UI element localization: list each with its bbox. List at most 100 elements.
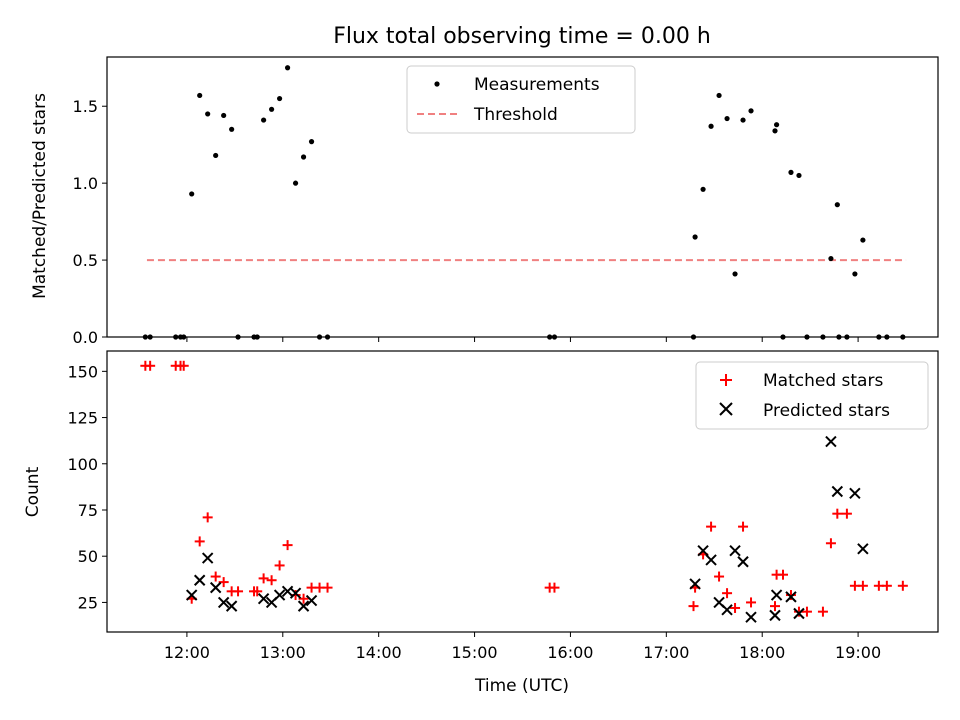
predicted-star-point xyxy=(185,589,198,601)
matched-star-point xyxy=(738,521,749,532)
top-legend: Measurements Threshold xyxy=(406,65,636,134)
bottom-axes-frame xyxy=(106,350,939,633)
y-tick-label: 75 xyxy=(78,501,98,520)
x-tick-label: 14:00 xyxy=(356,643,402,662)
predicted-star-point xyxy=(201,552,214,564)
measurement-point xyxy=(284,65,291,71)
matched-star-point xyxy=(258,573,269,584)
y-tick-label: 150 xyxy=(67,362,98,381)
matched-star-point xyxy=(252,586,263,597)
predicted-star-point xyxy=(273,589,286,601)
y-tick-label: 0.5 xyxy=(73,251,98,270)
measurement-point xyxy=(692,234,698,240)
y-tick-label: 50 xyxy=(78,547,98,566)
predicted-star-point xyxy=(831,485,844,498)
matched-star-point xyxy=(746,597,757,608)
predicted-star-point xyxy=(289,587,302,599)
measurement-point xyxy=(205,111,211,117)
predicted-star-point xyxy=(697,544,709,557)
matched-star-point xyxy=(282,540,293,551)
measurement-point xyxy=(189,191,195,197)
measurement-point xyxy=(308,139,315,145)
bottom-legend: Matched stars Predicted stars xyxy=(695,361,929,430)
matched-star-point xyxy=(178,360,189,371)
bottom-axes: Count Time (UTC) 25 50 75 100 125 150 12:00 13:… xyxy=(23,350,939,696)
predicted-star-point xyxy=(770,589,783,601)
matched-star-point xyxy=(832,508,843,519)
measurement-point xyxy=(828,255,834,262)
x-tick-label: 12:00 xyxy=(164,643,210,662)
matched-star-point xyxy=(688,601,699,612)
predicted-star-point xyxy=(209,581,222,594)
measurement-point xyxy=(292,180,299,186)
measurement-point xyxy=(860,237,866,243)
matched-star-point xyxy=(549,582,560,593)
predicted-star-point xyxy=(305,594,318,607)
measurement-point xyxy=(852,271,858,277)
measurement-point xyxy=(834,202,840,208)
matched-star-point xyxy=(801,606,812,617)
matched-star-point xyxy=(897,580,908,591)
predicted-star-point xyxy=(857,543,869,555)
measurement-point xyxy=(197,92,203,99)
matched-star-point xyxy=(722,588,733,599)
matched-star-point xyxy=(714,571,725,582)
predicted-star-point xyxy=(785,591,797,603)
measurement-point xyxy=(732,271,738,277)
x-tick-label: 18:00 xyxy=(739,643,785,662)
matched-star-point xyxy=(817,606,828,617)
matched-star-point xyxy=(857,580,868,591)
top-axes-frame xyxy=(106,56,939,338)
measurement-point xyxy=(740,117,746,123)
measurement-point xyxy=(229,126,235,132)
top-axes: Matched/Predicted stars 0.0 0.5 1.0 1.5 Mea… xyxy=(30,56,939,347)
legend-label-threshold: Threshold xyxy=(473,105,558,125)
measurement-point xyxy=(716,92,722,99)
predicted-star-point xyxy=(705,554,717,566)
x-tick-label: 17:00 xyxy=(643,643,689,662)
measurement-point xyxy=(788,169,794,175)
y-tick-label: 1.0 xyxy=(73,174,98,193)
predicted-star-point xyxy=(729,544,741,557)
predicted-star-point xyxy=(849,487,861,500)
top-y-axis-label: Matched/Predicted stars xyxy=(30,93,50,299)
x-tick-label: 13:00 xyxy=(260,643,306,662)
measurement-point xyxy=(276,95,283,102)
matched-star-point xyxy=(266,575,277,586)
measurement-point xyxy=(269,106,275,112)
y-tick-label: 100 xyxy=(67,455,98,474)
matched-star-point xyxy=(194,536,205,547)
predicted-star-point xyxy=(769,609,781,622)
matched-star-point xyxy=(841,508,852,519)
legend-label-predicted-stars: Predicted stars xyxy=(763,401,890,421)
bottom-y-axis-label: Count xyxy=(23,466,43,517)
legend-marker-measurements xyxy=(434,81,440,87)
figure-title: Flux total observing time = 0.00 h xyxy=(333,24,711,49)
predicted-star-point xyxy=(217,596,230,609)
legend-label-measurements: Measurements xyxy=(474,75,600,95)
measurement-point xyxy=(700,186,706,192)
matched-star-point xyxy=(825,538,836,549)
predicted-star-point xyxy=(193,574,206,586)
legend-marker-predicted-stars xyxy=(719,402,733,416)
legend-label-matched-stars: Matched stars xyxy=(763,371,883,391)
measurement-point xyxy=(772,128,778,134)
measurement-point xyxy=(708,123,714,129)
x-tick-label: 19:00 xyxy=(835,643,881,662)
predicted-star-point xyxy=(745,611,757,623)
y-tick-label: 0.0 xyxy=(73,328,98,347)
measurement-point xyxy=(300,154,307,160)
x-tick-label: 15:00 xyxy=(452,643,498,662)
measurement-point xyxy=(261,117,267,123)
y-tick-label: 1.5 xyxy=(73,97,98,116)
matched-star-point xyxy=(881,580,892,591)
matched-star-point xyxy=(210,571,221,582)
matched-star-point xyxy=(274,560,285,571)
matched-star-point xyxy=(233,586,244,597)
measurement-point xyxy=(213,152,219,159)
matched-star-point xyxy=(298,593,309,604)
measurement-point xyxy=(724,115,730,122)
x-tick-label: 16:00 xyxy=(547,643,593,662)
matched-star-point xyxy=(202,512,213,523)
